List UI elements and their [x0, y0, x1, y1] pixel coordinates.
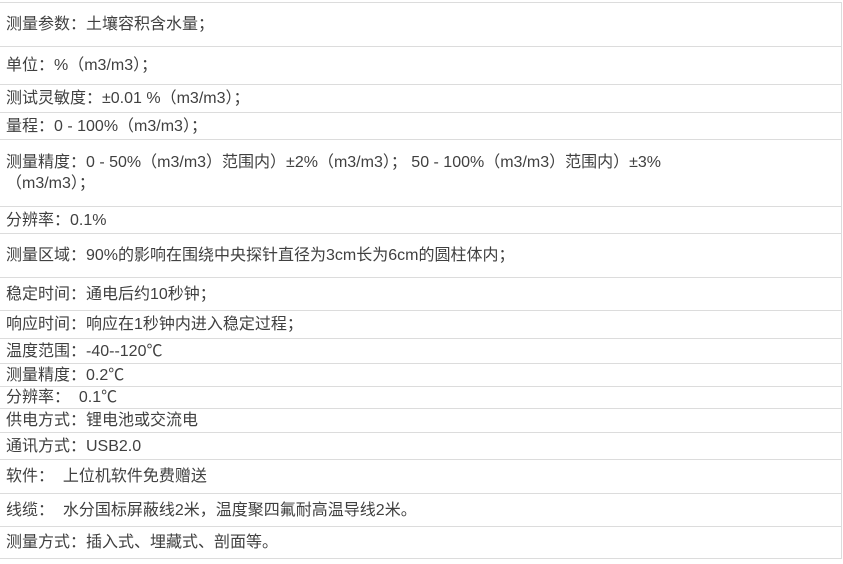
spec-row-temperature-resolution: 分辨率： 0.1℃: [0, 387, 841, 409]
spec-row-cable: 线缆： 水分国标屏蔽线2米，温度聚四氟耐高温导线2米。: [0, 494, 841, 527]
spec-row-stabilization-time: 稳定时间：通电后约10秒钟；: [0, 278, 841, 311]
spec-row-response-time: 响应时间：响应在1秒钟内进入稳定过程；: [0, 311, 841, 339]
spec-text: 供电方式：锂电池或交流电: [6, 412, 199, 429]
spec-text: 响应时间：响应在1秒钟内进入稳定过程；: [6, 316, 303, 333]
spec-row-software: 软件： 上位机软件免费赠送: [0, 460, 841, 494]
spec-text: 单位：%（m3/m3）；: [6, 57, 158, 74]
spec-text: 温度范围：-40--120℃: [6, 342, 163, 360]
spec-row-temperature-accuracy: 测量精度：0.2℃: [0, 364, 841, 387]
spec-text: 分辨率：0.1%: [6, 211, 107, 229]
spec-text: 通讯方式：USB2.0: [6, 437, 142, 455]
spec-text: 测试灵敏度：±0.01 %（m3/m3）；: [6, 90, 250, 107]
spec-text: 量程：0 - 100%（m3/m3）；: [6, 117, 207, 135]
spec-text: 测量参数：土壤容积含水量；: [6, 16, 215, 33]
spec-row-range: 量程：0 - 100%（m3/m3）；: [0, 113, 841, 140]
spec-text: 测量区域：90%的影响在围绕中央探针直径为3cm长为6cm的圆柱体内；: [6, 247, 515, 264]
spec-text: 软件： 上位机软件免费赠送: [6, 468, 207, 485]
spec-row-power-supply: 供电方式：锂电池或交流电: [0, 409, 841, 433]
spec-text: 分辨率： 0.1℃: [6, 389, 118, 406]
spec-row-unit: 单位：%（m3/m3）；: [0, 47, 841, 85]
spec-row-moisture-accuracy: 测量精度：0 - 50%（m3/m3）范围内）±2%（m3/m3）； 50 - …: [0, 140, 841, 207]
spec-row-sensitivity: 测试灵敏度：±0.01 %（m3/m3）；: [0, 85, 841, 113]
spec-row-communication: 通讯方式：USB2.0: [0, 433, 841, 460]
spec-text: 测量方式：插入式、埋藏式、剖面等。: [6, 534, 279, 551]
spec-text: 线缆： 水分国标屏蔽线2米，温度聚四氟耐高温导线2米。: [6, 501, 417, 519]
spec-row-moisture-resolution: 分辨率：0.1%: [0, 207, 841, 234]
spec-row-measurement-area: 测量区域：90%的影响在围绕中央探针直径为3cm长为6cm的圆柱体内；: [0, 234, 841, 278]
spec-text: 测量精度：0.2℃: [6, 366, 125, 384]
spec-row-measurement-method: 测量方式：插入式、埋藏式、剖面等。: [0, 527, 841, 559]
spec-text: 测量精度：0 - 50%（m3/m3）范围内）±2%（m3/m3）； 50 - …: [6, 154, 662, 192]
spec-row-measurement-parameter: 测量参数：土壤容积含水量；: [0, 3, 841, 47]
spec-text: 稳定时间：通电后约10秒钟；: [6, 285, 216, 303]
spec-row-temperature-range: 温度范围：-40--120℃: [0, 339, 841, 364]
